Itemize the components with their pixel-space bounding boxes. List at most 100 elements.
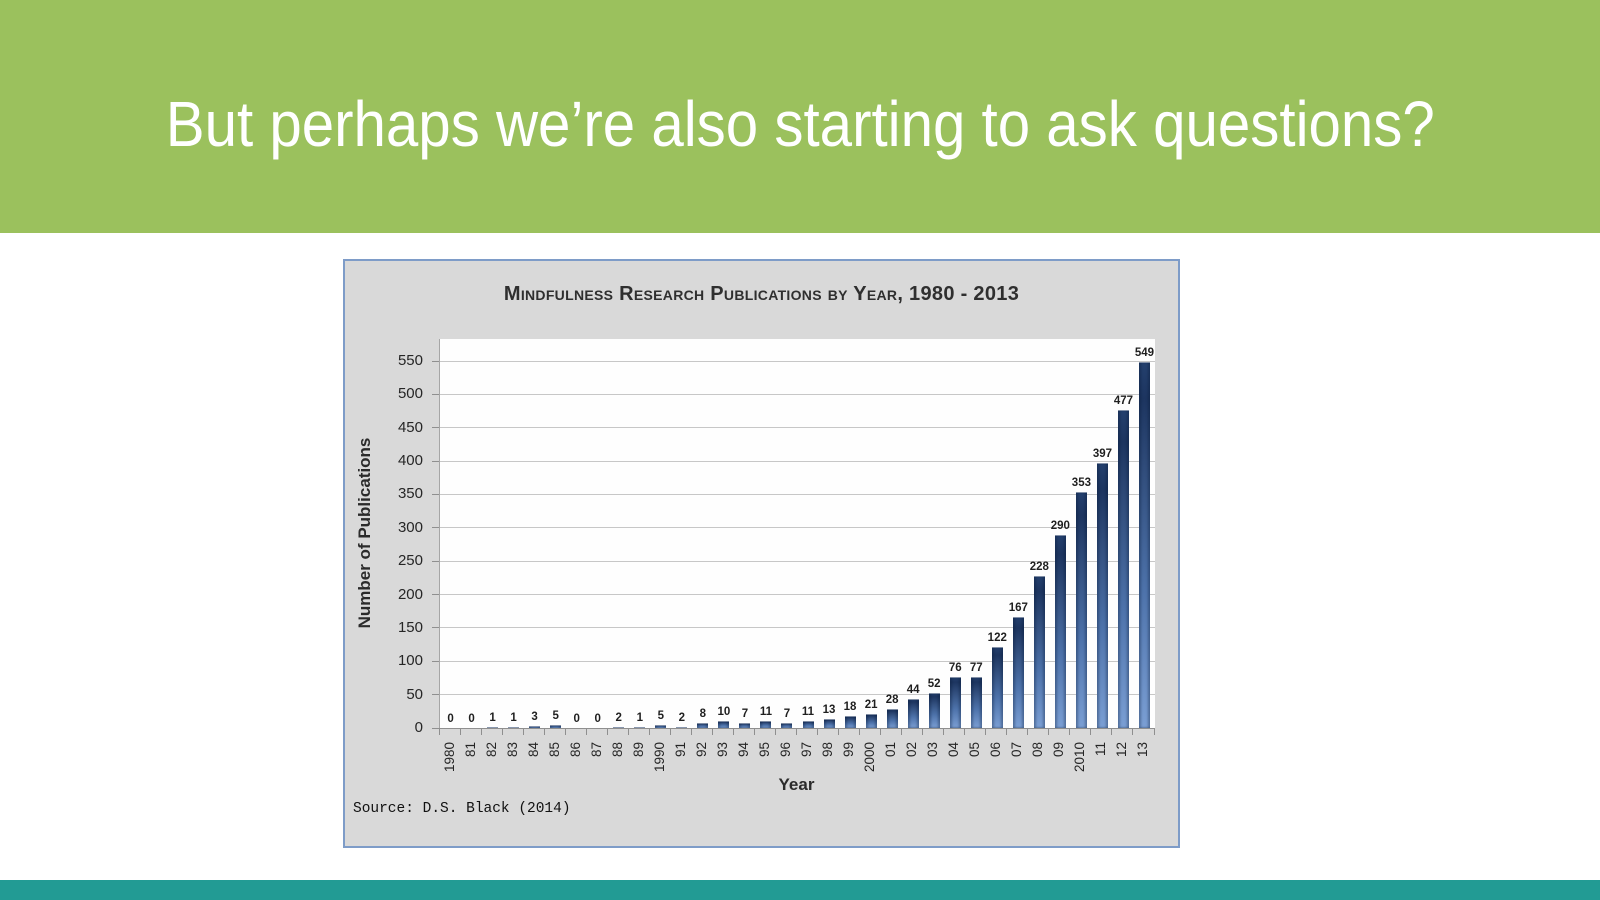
bar: [739, 723, 751, 728]
bar: [802, 720, 814, 728]
bar: [760, 720, 772, 728]
bar-value-label: 397: [1092, 448, 1113, 461]
x-axis-tick: [564, 728, 566, 735]
bar-value-label: 21: [864, 699, 878, 711]
bar: [781, 723, 793, 728]
bar: [697, 722, 709, 728]
x-tick-label: 08: [1030, 742, 1046, 758]
x-axis-tick: [817, 728, 819, 735]
gridline: [440, 427, 1155, 429]
bar: [529, 726, 541, 728]
x-tick-label: 87: [588, 742, 604, 758]
bar: [655, 724, 667, 728]
bar: [844, 716, 856, 728]
x-axis-tick: [711, 728, 713, 735]
x-tick-label: 97: [799, 742, 814, 758]
bar-value-label: 7: [741, 708, 749, 721]
y-axis-tick: [432, 360, 439, 362]
y-axis-tick: [432, 560, 439, 562]
chart-figure: Mindfulness Research Publications by Yea…: [343, 259, 1180, 848]
x-axis-tick: [753, 728, 755, 735]
x-tick-label: 83: [504, 742, 520, 758]
x-tick-label: 11: [1093, 742, 1109, 757]
x-axis-tick: [690, 728, 692, 735]
bar: [1075, 492, 1087, 728]
x-axis-tick: [627, 728, 629, 735]
y-axis-tick: [432, 627, 439, 629]
x-tick-label: 07: [1009, 742, 1025, 758]
x-axis-tick: [1111, 728, 1113, 735]
bar: [1138, 361, 1150, 728]
x-tick-label: 95: [756, 742, 772, 758]
bar-value-label: 77: [969, 661, 983, 674]
x-axis-tick: [1027, 728, 1029, 735]
x-tick-label: 04: [946, 742, 962, 758]
x-tick-label: 93: [714, 742, 730, 758]
slide-title: But perhaps we’re also starting to ask q…: [165, 87, 1435, 160]
x-tick-label: 82: [483, 742, 499, 758]
bar-value-label: 1: [510, 712, 517, 725]
bar: [508, 727, 520, 728]
y-tick-label: 500: [397, 385, 423, 403]
bar-value-label: 2: [678, 711, 686, 724]
x-tick-label: 01: [883, 742, 899, 758]
x-axis-tick: [1132, 728, 1134, 735]
y-tick-label: 450: [397, 418, 423, 436]
bar: [928, 693, 940, 728]
y-axis-tick: [432, 594, 439, 596]
x-tick-label: 86: [567, 742, 583, 758]
bar: [949, 677, 961, 728]
x-tick-label: 81: [462, 742, 478, 758]
x-axis-tick: [585, 728, 587, 735]
x-axis-tick: [648, 728, 650, 735]
x-axis-tick: [985, 728, 987, 735]
x-tick-label: 2000: [862, 742, 878, 773]
plot-area: 0 0 1 1 3 5 0 0 2 1 5 2 8 10 7 11 7 11 13 18 21 28 44 52 76 77 122…: [439, 339, 1155, 729]
x-axis-tick: [522, 728, 524, 735]
x-axis-tick: [1090, 728, 1092, 735]
bar: [718, 721, 730, 728]
bar-value-label: 5: [552, 709, 559, 722]
gridline: [440, 560, 1155, 562]
x-axis-tick: [796, 728, 797, 735]
bar: [865, 714, 877, 728]
y-axis-tick: [432, 694, 439, 696]
x-tick-label: 1990: [651, 742, 667, 773]
bar-value-label: 76: [948, 662, 962, 675]
x-tick-label: 06: [988, 742, 1004, 758]
bar-value-label: 0: [468, 713, 475, 725]
bar-value-label: 353: [1071, 477, 1091, 490]
gridline: [440, 694, 1155, 696]
y-tick-label: 550: [397, 352, 423, 369]
y-axis-tick: [432, 393, 439, 395]
x-tick-label: 89: [630, 742, 646, 758]
y-axis-tick: [432, 727, 439, 729]
y-axis-tick: [432, 427, 439, 429]
x-tick-label: 94: [735, 742, 751, 758]
gridline: [440, 594, 1155, 596]
x-tick-label: 92: [693, 742, 709, 758]
bar-value-label: 549: [1134, 346, 1155, 359]
bar: [1054, 534, 1066, 728]
x-axis-tick: [901, 728, 903, 735]
x-tick-label: 2010: [1072, 742, 1088, 773]
x-tick-label: 99: [841, 742, 857, 758]
x-tick-label: 96: [777, 742, 793, 758]
y-tick-label: 150: [397, 618, 423, 636]
bar-value-label: 18: [843, 701, 857, 713]
x-axis-tick: [438, 728, 440, 735]
x-tick-label: 03: [925, 742, 941, 758]
x-axis-tick: [964, 728, 966, 735]
x-axis-tick: [943, 728, 945, 735]
bar: [676, 726, 688, 728]
y-tick-label: 300: [397, 518, 423, 536]
y-axis-tick: [432, 460, 439, 462]
x-tick-label: 1980: [441, 742, 457, 773]
bar: [970, 676, 982, 728]
x-axis-tick: [606, 728, 608, 735]
y-tick-label: 350: [397, 485, 423, 503]
x-axis-tick: [880, 728, 882, 735]
bar: [1096, 463, 1108, 728]
header-banner: But perhaps we’re also starting to ask q…: [0, 0, 1600, 233]
